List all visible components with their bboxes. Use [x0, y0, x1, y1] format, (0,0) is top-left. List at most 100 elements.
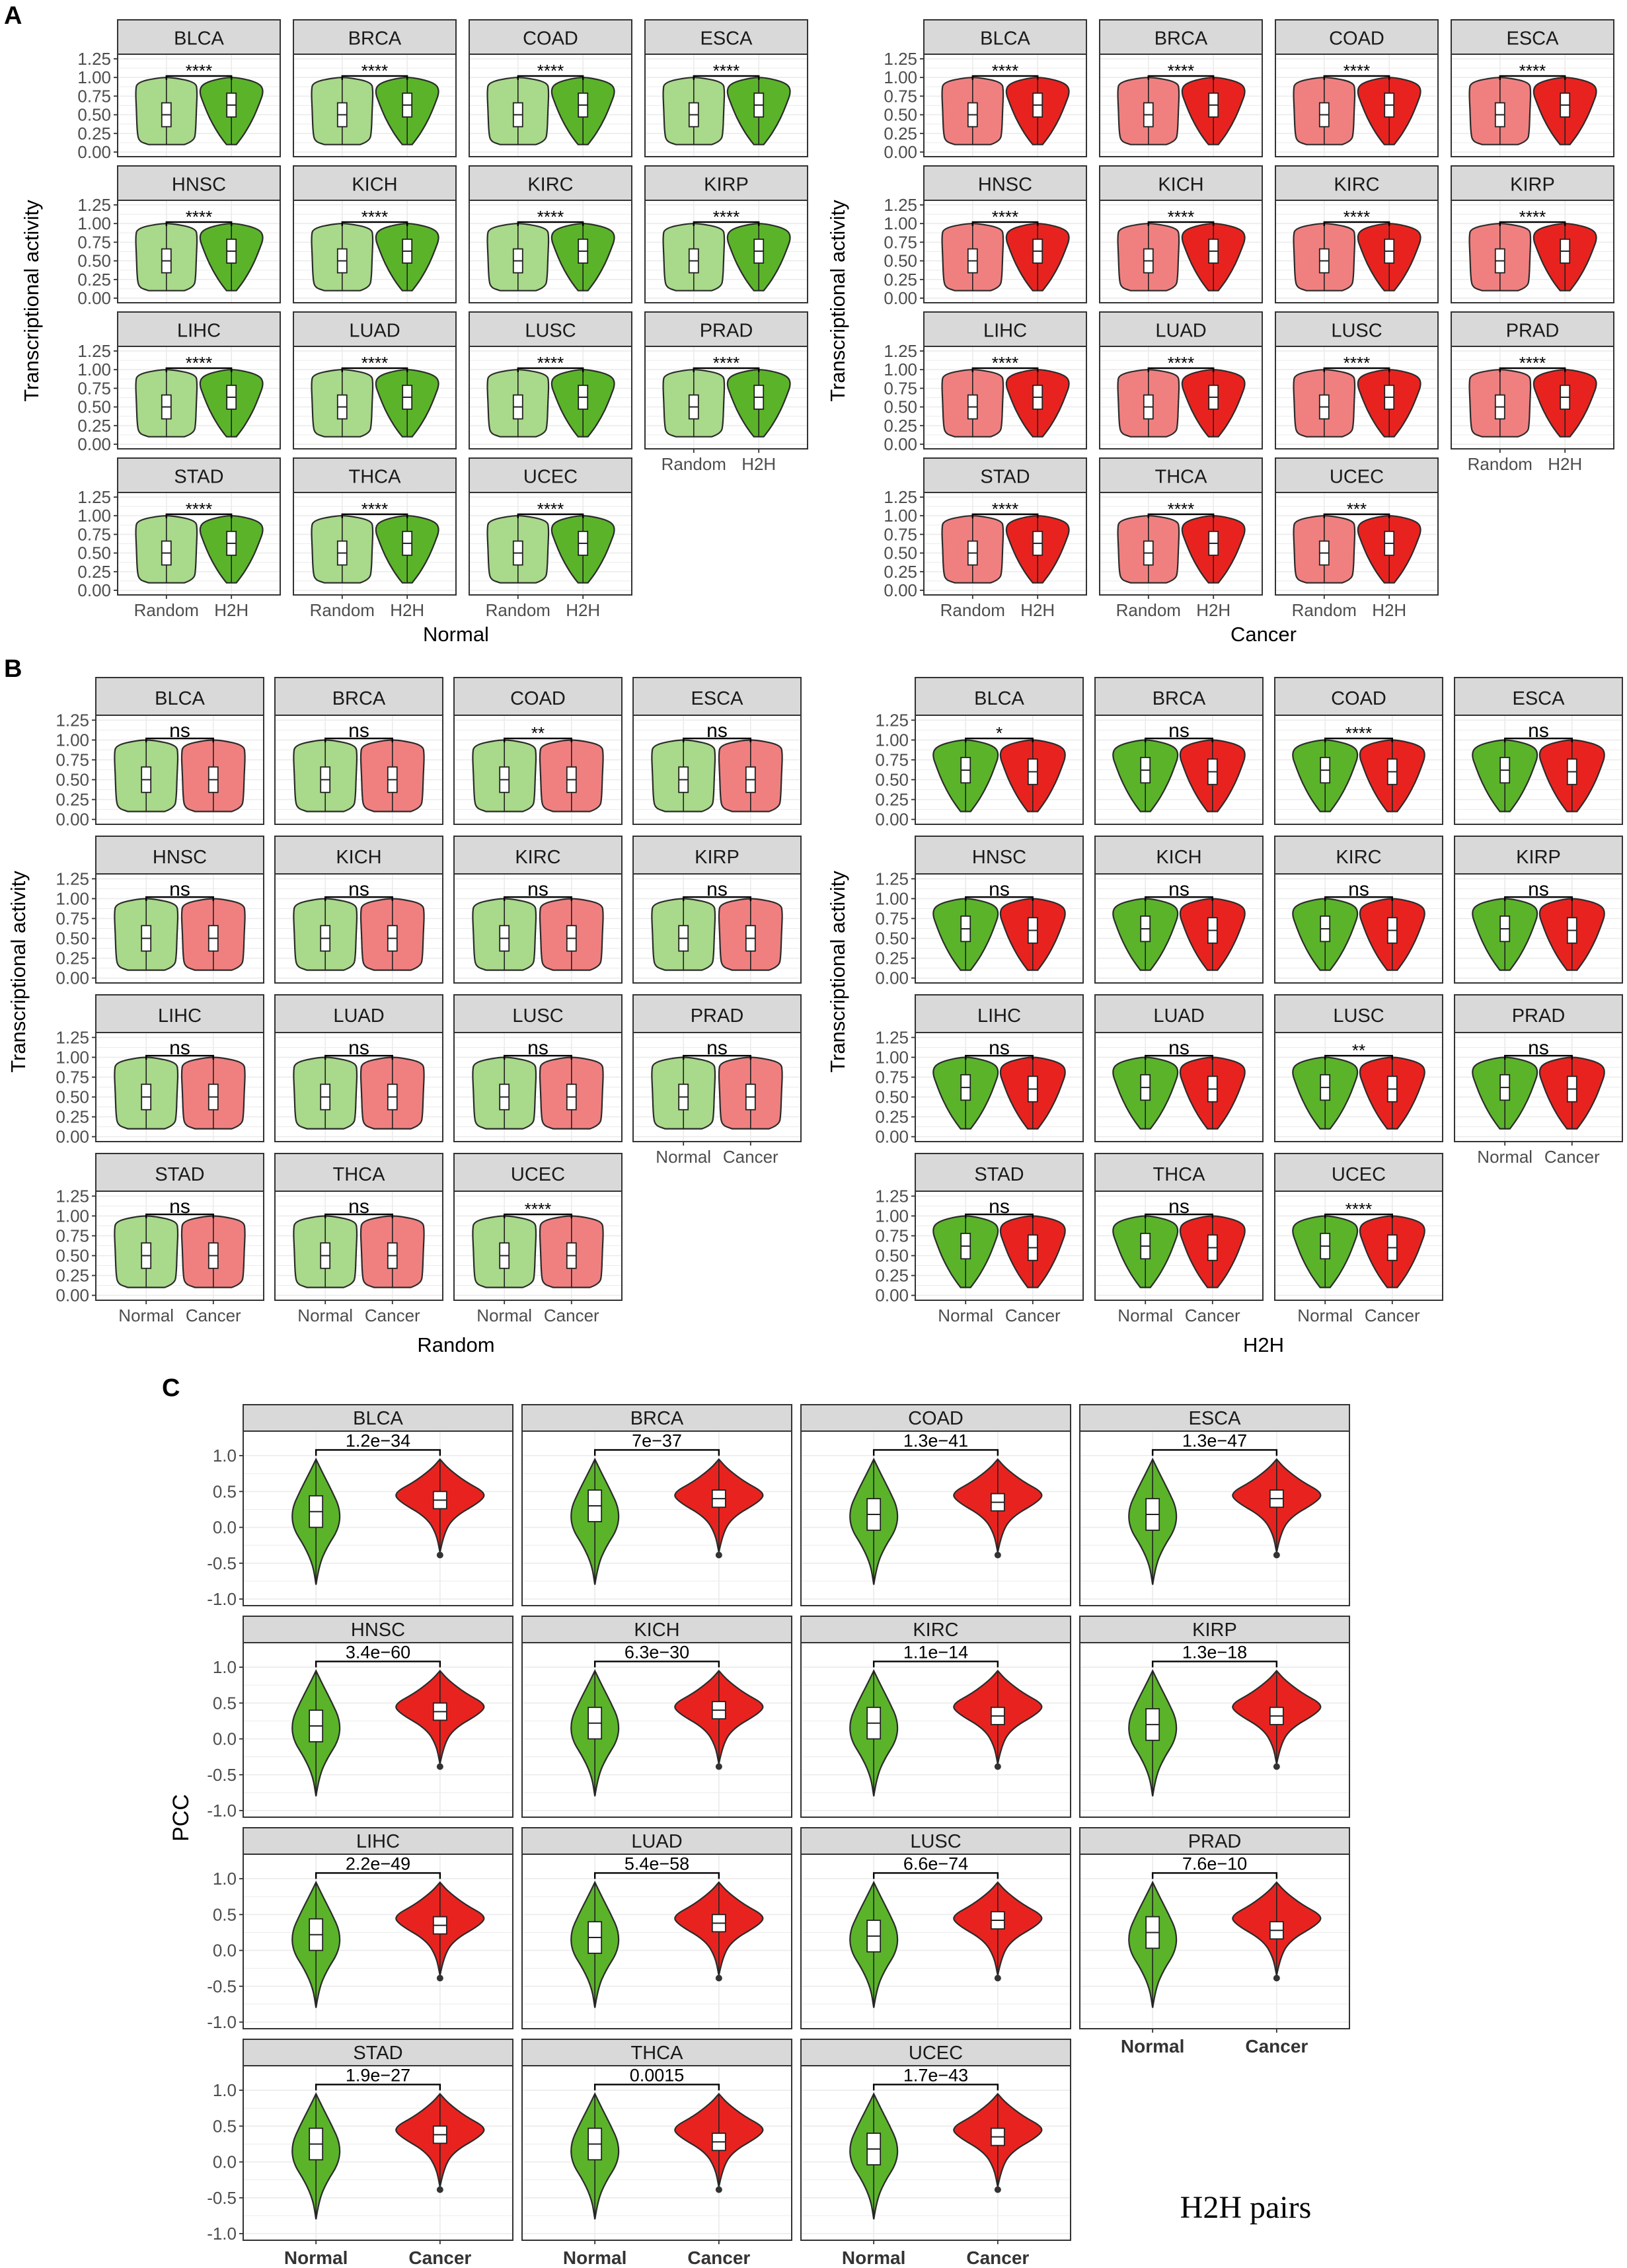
panel-C: BLCA1.2e−34-1.0-0.50.00.51.0BRCA7e−37COA…: [169, 1404, 1350, 2268]
sig-label: ****: [992, 207, 1018, 227]
y-tick-label: -1.0: [207, 2012, 237, 2032]
facet-lusc: LUSC ****: [1275, 311, 1439, 450]
facet-luad: LUAD ****: [293, 311, 457, 450]
y-tick-label: 0.50: [77, 397, 111, 417]
y-tick-label: 0.25: [56, 790, 89, 810]
y-tick-label: 0.00: [56, 968, 89, 988]
sig-label: ****: [1345, 723, 1372, 743]
facet-kirp: KIRP ns: [632, 836, 802, 984]
sig-bracket: [965, 896, 1034, 902]
facet-kich: KICH ****: [293, 165, 457, 303]
panel-B-h2h: BLCA*0.000.250.500.751.001.25BRCAnsCOAD*…: [826, 677, 1623, 1356]
facet-title: HNSC: [172, 174, 226, 195]
x-tick-label: Normal: [1297, 1306, 1353, 1325]
y-tick-label: 0.25: [884, 416, 917, 436]
y-tick-label: 1.00: [884, 214, 917, 233]
facet-title: LIHC: [983, 320, 1027, 341]
facet-luad: LUAD ns: [1094, 994, 1264, 1142]
y-tick-label: -0.5: [207, 1553, 237, 1573]
y-tick-label: 0.00: [56, 810, 89, 830]
sig-label: ****: [992, 353, 1018, 373]
outlier-point: [436, 1975, 443, 1982]
facet-title: STAD: [174, 466, 223, 487]
facet-title: THCA: [333, 1164, 386, 1185]
y-tick-label: 0.75: [56, 750, 89, 769]
sig-label: ns: [1168, 1196, 1190, 1218]
facet-title: UCEC: [511, 1164, 565, 1185]
facet-ucec: UCEC **** Normal Cancer: [453, 1153, 623, 1325]
facet-strip: [632, 677, 802, 716]
outlier-point: [994, 1551, 1001, 1559]
p-value-label: 2.2e−49: [346, 1854, 410, 1873]
facet-strip: [453, 677, 623, 716]
facet-lihc: LIHC **** 0.000.250.500.751.001.25: [77, 311, 281, 454]
y-tick-label: 1.00: [884, 67, 917, 87]
x-tick-label: Cancer: [1005, 1306, 1061, 1325]
facet-prad: PRAD **** Random H2H: [644, 311, 808, 474]
facet-strip: [453, 836, 623, 875]
y-tick-label: 1.25: [56, 1027, 89, 1047]
y-tick-label: 1.00: [56, 888, 89, 908]
facet-strip: [1274, 994, 1443, 1033]
sig-bracket: [341, 75, 408, 80]
facet-title: KICH: [1158, 174, 1203, 195]
facet-brca: BRCA ****: [1099, 19, 1263, 157]
sig-label: ****: [1519, 61, 1546, 81]
sig-label: ****: [1343, 61, 1370, 81]
facet-title: BLCA: [174, 28, 224, 49]
y-tick-label: 1.0: [213, 2080, 237, 2100]
facet-title: COAD: [510, 688, 566, 709]
sig-bracket: [504, 896, 572, 902]
sig-bracket: [145, 896, 214, 902]
x-tick-label: Random: [1468, 454, 1532, 474]
y-tick-label: 0.50: [875, 929, 909, 949]
p-value-label: 6.6e−74: [903, 1854, 968, 1873]
sig-bracket: [1499, 367, 1566, 372]
sig-bracket: [872, 2084, 999, 2091]
facet-title: LUSC: [1333, 1005, 1384, 1027]
facet-title: KICH: [634, 1620, 679, 1641]
facet-title: BLCA: [353, 1408, 403, 1429]
sig-bracket: [1504, 1054, 1573, 1060]
facet-title: ESCA: [1189, 1408, 1242, 1429]
h2h-pairs-note: H2H pairs: [1180, 2190, 1312, 2225]
facet-title: COAD: [908, 1408, 964, 1429]
facet-title: LIHC: [177, 320, 221, 341]
sig-bracket: [1323, 75, 1390, 80]
facet-strip: [644, 311, 808, 347]
facet-title: HNSC: [351, 1620, 405, 1641]
sig-label: ns: [348, 879, 369, 900]
sig-bracket: [517, 221, 584, 226]
facet-brca: BRCA ns: [274, 677, 443, 825]
facet-title: ESCA: [1507, 28, 1560, 49]
facet-strip: [800, 1616, 1071, 1643]
facet-strip: [521, 1827, 792, 1855]
y-tick-label: 0.50: [884, 251, 917, 271]
outlier-point: [715, 2186, 722, 2193]
plot-area: [1079, 1430, 1350, 1606]
panel-A-cancer: BLCA****0.000.250.500.751.001.25BRCA****…: [826, 19, 1614, 646]
sig-label: ns: [989, 879, 1010, 900]
facet-title: PRAD: [691, 1005, 744, 1027]
sig-bracket: [693, 367, 760, 372]
y-tick-label: 0.25: [77, 270, 111, 290]
sig-bracket: [872, 1872, 999, 1879]
facet-title: KIRP: [1510, 174, 1555, 195]
x-tick-label: H2H: [214, 600, 248, 620]
x-tick-label: Cancer: [544, 1306, 599, 1325]
outlier-point: [436, 1551, 443, 1559]
sig-label: ****: [186, 61, 212, 81]
sig-bracket: [1151, 1449, 1278, 1456]
x-tick-label: Random: [662, 454, 726, 474]
x-tick-label: Cancer: [186, 1306, 241, 1325]
y-tick-label: 0.25: [56, 949, 89, 968]
facet-strip: [915, 836, 1084, 875]
y-tick-label: 0.00: [77, 142, 111, 162]
facet-strip: [1275, 457, 1439, 493]
facet-kich: KICH ns: [274, 836, 443, 984]
sig-bracket: [1324, 1213, 1393, 1219]
